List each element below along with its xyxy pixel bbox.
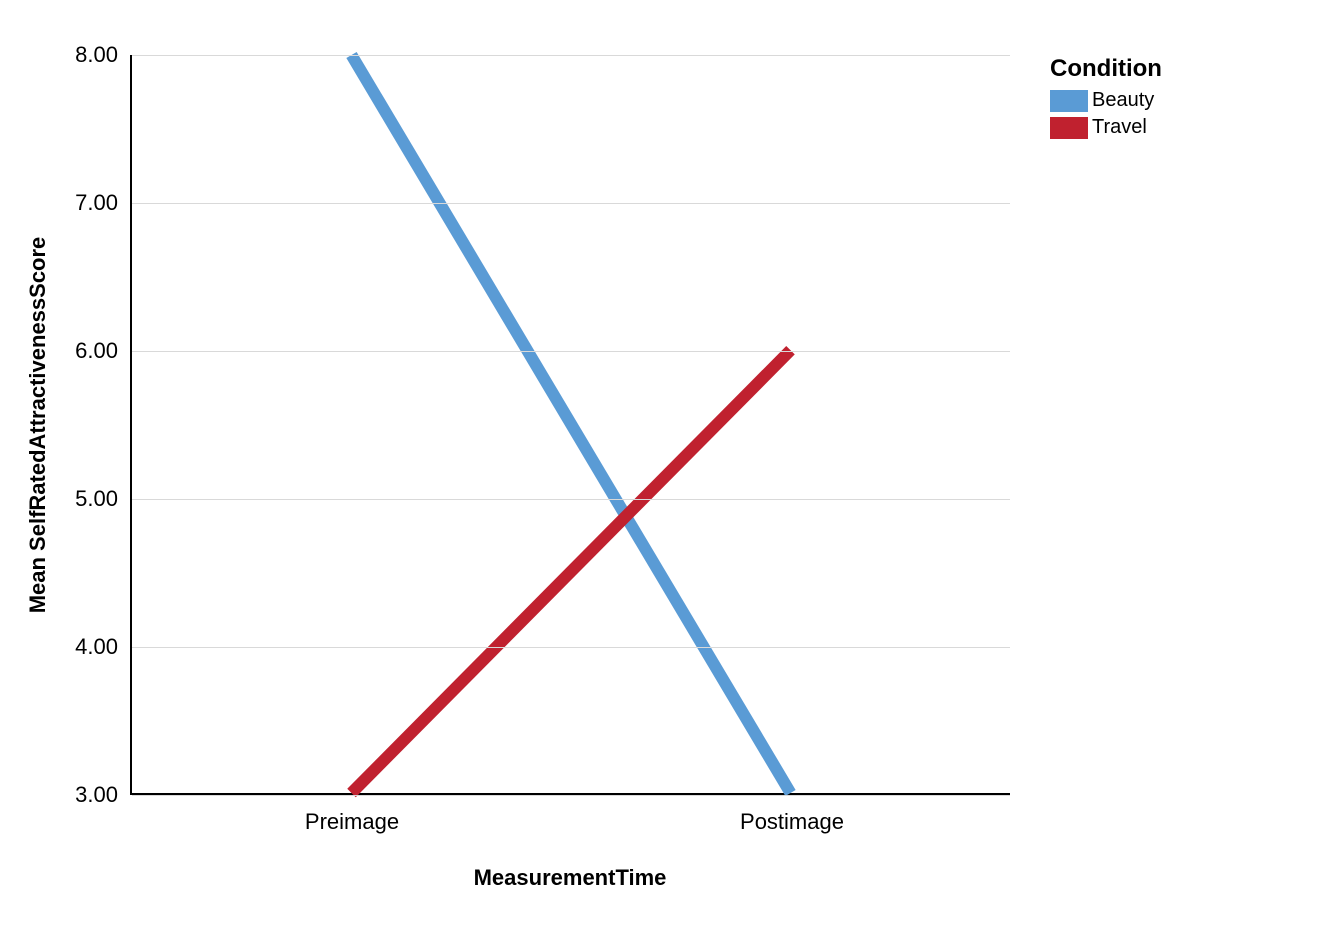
- legend-item: Beauty: [1050, 89, 1162, 112]
- y-tick-label: 4.00: [75, 634, 132, 660]
- x-axis-title: MeasurementTime: [474, 865, 667, 891]
- legend-label: Beauty: [1092, 89, 1154, 112]
- gridline: [132, 203, 1010, 204]
- y-tick-label: 8.00: [75, 42, 132, 68]
- plot-area: 3.004.005.006.007.008.00PreimagePostimag…: [130, 55, 1010, 795]
- gridline: [132, 647, 1010, 648]
- gridline: [132, 499, 1010, 500]
- y-axis-title: Mean SelfRatedAttractivenessScore: [25, 237, 51, 614]
- legend-swatch: [1050, 117, 1088, 139]
- legend-title: Condition: [1050, 55, 1162, 83]
- y-tick-label: 7.00: [75, 190, 132, 216]
- x-tick-label: Preimage: [305, 793, 399, 835]
- legend-label: Travel: [1092, 116, 1147, 139]
- legend-item: Travel: [1050, 116, 1162, 139]
- legend-swatch: [1050, 90, 1088, 112]
- gridline: [132, 795, 1010, 796]
- x-tick-label: Postimage: [740, 793, 844, 835]
- gridline: [132, 55, 1010, 56]
- y-tick-label: 6.00: [75, 338, 132, 364]
- series-lines: [132, 55, 1010, 793]
- legend: Condition Beauty Travel: [1050, 55, 1162, 143]
- y-tick-label: 3.00: [75, 782, 132, 808]
- gridline: [132, 351, 1010, 352]
- chart-container: 3.00 4.00 5.00 6.00 7.00 8.00 Preimage Postimag…: [0, 0, 1327, 928]
- y-tick-label: 5.00: [75, 486, 132, 512]
